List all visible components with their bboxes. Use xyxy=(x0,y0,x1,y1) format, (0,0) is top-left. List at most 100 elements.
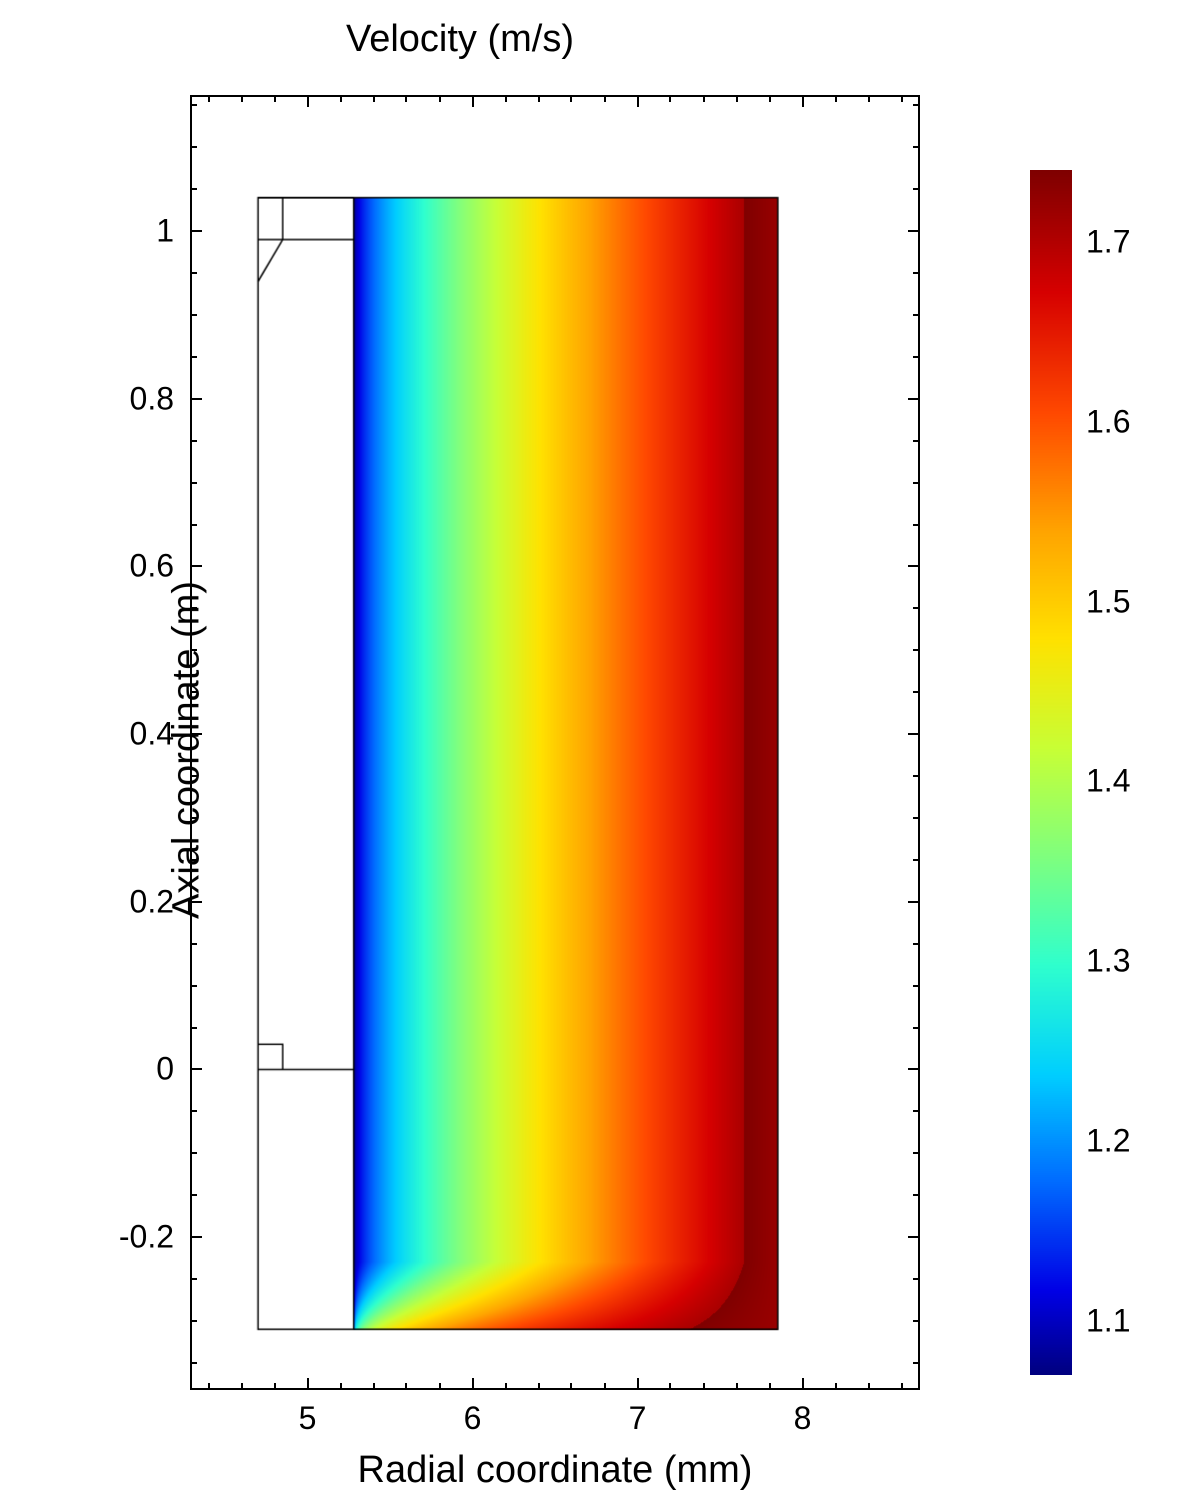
tick-mark xyxy=(908,733,918,735)
minor-tick xyxy=(868,97,870,102)
minor-tick xyxy=(192,482,197,484)
minor-tick xyxy=(192,272,197,274)
minor-tick xyxy=(913,146,918,148)
minor-tick xyxy=(703,97,705,102)
tick-mark xyxy=(908,901,918,903)
minor-tick xyxy=(669,1383,671,1388)
y-tick-label: -0.2 xyxy=(119,1219,192,1256)
minor-tick xyxy=(192,943,197,945)
minor-tick xyxy=(913,1152,918,1154)
colorbar-tick-label: 1.6 xyxy=(1072,403,1130,440)
colorbar-tick-label: 1.7 xyxy=(1072,223,1130,260)
minor-tick xyxy=(192,314,197,316)
minor-tick xyxy=(913,1320,918,1322)
colorbar-canvas xyxy=(1030,170,1072,1375)
minor-tick xyxy=(913,1194,918,1196)
minor-tick xyxy=(570,97,572,102)
x-tick-label: 8 xyxy=(794,1388,812,1437)
colorbar-tick-label: 1.1 xyxy=(1072,1303,1130,1340)
minor-tick xyxy=(439,1383,441,1388)
minor-tick xyxy=(736,97,738,102)
minor-tick xyxy=(835,97,837,102)
tick-mark xyxy=(192,1236,202,1238)
colorbar-tick-label: 1.4 xyxy=(1072,763,1130,800)
plot-frame: -0.200.20.40.60.815678 xyxy=(190,95,920,1390)
minor-tick xyxy=(913,314,918,316)
chart-title: Velocity (m/s) xyxy=(0,18,920,61)
minor-tick xyxy=(604,1383,606,1388)
heatmap-canvas xyxy=(192,97,918,1388)
colorbar-tick-label: 1.5 xyxy=(1072,583,1130,620)
y-tick-label: 0 xyxy=(156,1051,192,1088)
tick-mark xyxy=(307,97,309,107)
minor-tick xyxy=(913,1362,918,1364)
minor-tick xyxy=(913,1278,918,1280)
minor-tick xyxy=(208,1383,210,1388)
colorbar-tick-label: 1.3 xyxy=(1072,943,1130,980)
minor-tick xyxy=(192,1110,197,1112)
tick-mark xyxy=(192,565,202,567)
minor-tick xyxy=(192,104,197,106)
minor-tick xyxy=(669,97,671,102)
minor-tick xyxy=(913,859,918,861)
minor-tick xyxy=(913,524,918,526)
minor-tick xyxy=(913,985,918,987)
y-tick-label: 0.6 xyxy=(130,548,192,585)
minor-tick xyxy=(913,1027,918,1029)
x-tick-label: 5 xyxy=(299,1388,317,1437)
minor-tick xyxy=(241,97,243,102)
tick-mark xyxy=(908,1068,918,1070)
minor-tick xyxy=(901,97,903,102)
x-axis-label: Radial coordinate (mm) xyxy=(190,1449,920,1492)
tick-mark xyxy=(472,1378,474,1388)
minor-tick xyxy=(835,1383,837,1388)
minor-tick xyxy=(913,188,918,190)
minor-tick xyxy=(913,440,918,442)
minor-tick xyxy=(868,1383,870,1388)
x-tick-label: 6 xyxy=(464,1388,482,1437)
minor-tick xyxy=(192,440,197,442)
colorbar: 1.11.21.31.41.51.61.7 xyxy=(1030,170,1072,1375)
minor-tick xyxy=(192,1278,197,1280)
minor-tick xyxy=(274,97,276,102)
minor-tick xyxy=(913,272,918,274)
y-tick-label: 1 xyxy=(156,213,192,250)
minor-tick xyxy=(274,1383,276,1388)
minor-tick xyxy=(736,1383,738,1388)
y-axis-label: Axial coordinate (m) xyxy=(165,581,208,919)
minor-tick xyxy=(913,943,918,945)
tick-mark xyxy=(802,97,804,107)
minor-tick xyxy=(192,524,197,526)
minor-tick xyxy=(913,356,918,358)
minor-tick xyxy=(192,1027,197,1029)
minor-tick xyxy=(913,775,918,777)
minor-tick xyxy=(192,1362,197,1364)
minor-tick xyxy=(769,1383,771,1388)
tick-mark xyxy=(192,398,202,400)
minor-tick xyxy=(538,97,540,102)
minor-tick xyxy=(913,482,918,484)
minor-tick xyxy=(505,1383,507,1388)
minor-tick xyxy=(901,1383,903,1388)
tick-mark xyxy=(637,1378,639,1388)
minor-tick xyxy=(208,97,210,102)
minor-tick xyxy=(913,104,918,106)
minor-tick xyxy=(769,97,771,102)
minor-tick xyxy=(192,985,197,987)
minor-tick xyxy=(913,817,918,819)
minor-tick xyxy=(913,607,918,609)
minor-tick xyxy=(703,1383,705,1388)
minor-tick xyxy=(192,1152,197,1154)
y-tick-label: 0.8 xyxy=(130,380,192,417)
minor-tick xyxy=(340,97,342,102)
minor-tick xyxy=(913,649,918,651)
minor-tick xyxy=(570,1383,572,1388)
tick-mark xyxy=(472,97,474,107)
minor-tick xyxy=(192,188,197,190)
minor-tick xyxy=(241,1383,243,1388)
minor-tick xyxy=(192,1194,197,1196)
minor-tick xyxy=(192,356,197,358)
minor-tick xyxy=(538,1383,540,1388)
minor-tick xyxy=(192,1320,197,1322)
tick-mark xyxy=(802,1378,804,1388)
